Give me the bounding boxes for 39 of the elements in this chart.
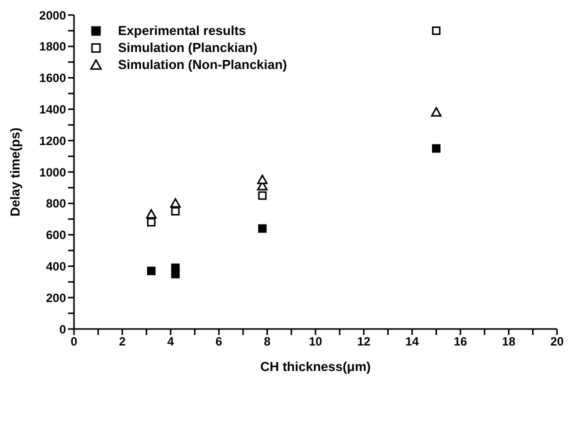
point (432, 26, 440, 35)
point (147, 266, 156, 276)
point (431, 107, 442, 117)
x-tick-label: 16 (454, 334, 468, 349)
x-tick-label: 20 (550, 334, 564, 349)
y-tick-label: 1000 (39, 165, 66, 180)
y-tick-label: 200 (46, 290, 66, 305)
x-tick-label: 4 (167, 334, 174, 349)
x-tick-label: 8 (264, 334, 271, 349)
y-tick-label: 1200 (39, 134, 66, 148)
x-tick-label: 10 (308, 334, 322, 349)
y-tick-label: 2000 (39, 8, 66, 22)
legend-label: Simulation (Non-Planckian) (118, 57, 288, 72)
x-axis-title: CH thickness(μm) (260, 359, 371, 374)
y-tick-label: 1400 (39, 102, 66, 116)
y-tick-label: 1800 (39, 40, 66, 54)
x-tick-label: 0 (70, 334, 78, 349)
point (258, 224, 267, 233)
y-axis-title: Delay time(ps) (8, 128, 23, 216)
x-tick-label: 18 (502, 334, 516, 349)
point (258, 191, 267, 200)
point (147, 218, 156, 226)
point (171, 270, 180, 278)
point (257, 174, 268, 184)
point (146, 209, 157, 219)
y-tick-label: 800 (46, 196, 66, 211)
legend-label: Experimental results (118, 23, 246, 38)
x-tick-label: 14 (405, 334, 420, 349)
y-tick-label: 1600 (39, 71, 66, 86)
x-tick-label: 2 (118, 334, 126, 349)
y-tick-label: 0 (59, 322, 66, 336)
x-tick-label: 12 (357, 334, 371, 349)
y-tick-label: 400 (46, 259, 66, 274)
legend-label: Simulation (Planckian) (118, 40, 258, 55)
point (171, 207, 180, 216)
point (432, 144, 440, 153)
point (170, 198, 181, 208)
x-tick-label: 6 (216, 334, 223, 349)
y-tick-label: 600 (46, 228, 66, 242)
